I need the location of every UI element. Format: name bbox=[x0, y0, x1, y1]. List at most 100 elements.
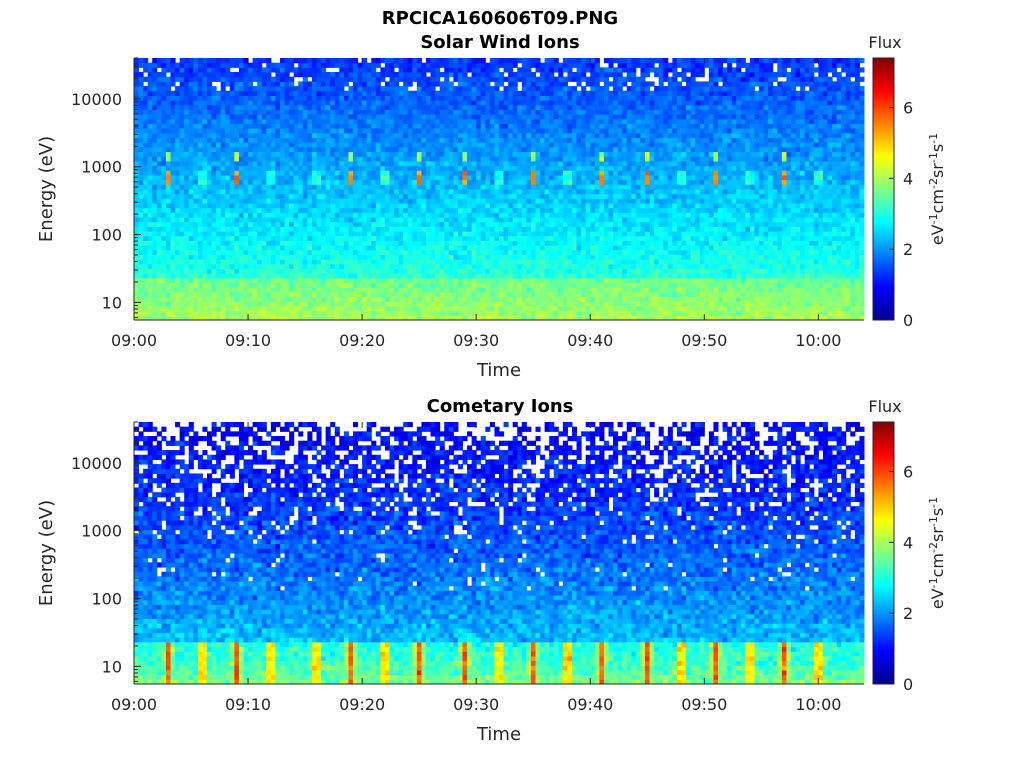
heatmap-cell bbox=[289, 170, 295, 176]
heatmap-cell bbox=[298, 203, 304, 209]
heatmap-cell bbox=[325, 226, 331, 232]
heatmap-cell bbox=[302, 226, 308, 232]
heatmap-cell bbox=[179, 86, 185, 92]
heatmap-cell bbox=[234, 118, 240, 124]
heatmap-cell bbox=[293, 282, 299, 288]
heatmap-cell bbox=[448, 203, 454, 209]
heatmap-cell bbox=[298, 189, 304, 195]
heatmap-cell bbox=[380, 146, 386, 153]
heatmap-cell bbox=[207, 72, 213, 78]
heatmap-cell bbox=[138, 58, 144, 64]
heatmap-cell bbox=[156, 58, 162, 64]
heatmap-cell bbox=[202, 249, 208, 255]
heatmap-cell bbox=[156, 146, 162, 153]
heatmap-cell bbox=[380, 268, 386, 274]
heatmap-cell bbox=[216, 263, 222, 270]
heatmap-cell bbox=[220, 170, 226, 176]
heatmap-cell bbox=[430, 95, 436, 101]
heatmap-cell bbox=[480, 67, 486, 73]
heatmap-cell bbox=[147, 189, 153, 195]
heatmap-cell bbox=[325, 277, 331, 284]
heatmap-cell bbox=[366, 291, 372, 298]
heatmap-cell bbox=[311, 174, 317, 181]
heatmap-cell bbox=[280, 273, 286, 279]
heatmap-cell bbox=[389, 174, 395, 181]
heatmap-cell bbox=[512, 273, 518, 279]
heatmap-cell bbox=[448, 132, 454, 139]
heatmap-cell bbox=[311, 235, 317, 241]
heatmap-cell bbox=[403, 86, 409, 92]
heatmap-cell bbox=[521, 263, 527, 270]
heatmap-cell bbox=[147, 184, 153, 190]
heatmap-cell bbox=[330, 62, 336, 68]
heatmap-cell bbox=[435, 221, 441, 227]
heatmap-cell bbox=[280, 282, 286, 288]
heatmap-cell bbox=[439, 207, 445, 213]
heatmap-cell bbox=[339, 263, 345, 270]
heatmap-cell bbox=[156, 310, 162, 316]
heatmap-cell bbox=[284, 165, 290, 171]
heatmap-cell bbox=[270, 104, 276, 110]
heatmap-cell bbox=[457, 165, 463, 171]
heatmap-cell bbox=[293, 235, 299, 241]
heatmap-cell bbox=[444, 72, 450, 78]
heatmap-cell bbox=[530, 151, 536, 157]
heatmap-cell bbox=[494, 240, 500, 246]
heatmap-cell bbox=[375, 296, 381, 302]
heatmap-cell bbox=[375, 128, 381, 134]
heatmap-cell bbox=[207, 160, 213, 167]
heatmap-cell bbox=[476, 118, 482, 124]
heatmap-cell bbox=[134, 291, 140, 298]
heatmap-cell bbox=[284, 217, 290, 223]
heatmap-cell bbox=[353, 305, 359, 312]
heatmap-cell bbox=[512, 282, 518, 288]
heatmap-cell bbox=[462, 142, 468, 148]
heatmap-cell bbox=[207, 287, 213, 293]
heatmap-cell bbox=[175, 287, 181, 293]
heatmap-cell bbox=[380, 151, 386, 157]
heatmap-cell bbox=[257, 203, 263, 209]
heatmap-cell bbox=[252, 259, 258, 265]
heatmap-cell bbox=[389, 203, 395, 209]
heatmap-cell bbox=[435, 231, 441, 237]
heatmap-cell bbox=[321, 263, 327, 270]
heatmap-cell bbox=[380, 282, 386, 288]
heatmap-cell bbox=[503, 62, 509, 68]
heatmap-cell bbox=[530, 72, 536, 78]
heatmap-cell bbox=[252, 95, 258, 101]
heatmap-cell bbox=[489, 301, 495, 307]
heatmap-cell bbox=[234, 301, 240, 307]
heatmap-cell bbox=[403, 310, 409, 316]
heatmap-cell bbox=[394, 203, 400, 209]
heatmap-cell bbox=[453, 165, 459, 171]
heatmap-cell bbox=[503, 67, 509, 73]
heatmap-cell bbox=[444, 254, 450, 260]
heatmap-cell bbox=[426, 231, 432, 237]
heatmap-cell bbox=[202, 231, 208, 237]
heatmap-cell bbox=[384, 198, 390, 204]
heatmap-cell bbox=[334, 189, 340, 195]
heatmap-cell bbox=[521, 184, 527, 190]
heatmap-cell bbox=[380, 231, 386, 237]
heatmap-cell bbox=[184, 287, 190, 293]
heatmap-cell bbox=[229, 160, 235, 167]
heatmap-cell bbox=[426, 240, 432, 246]
heatmap-cell bbox=[134, 67, 140, 73]
heatmap-cell bbox=[343, 72, 349, 78]
heatmap-cell bbox=[503, 184, 509, 190]
heatmap-cell bbox=[266, 146, 272, 153]
heatmap-cell bbox=[161, 174, 167, 181]
heatmap-cell bbox=[476, 240, 482, 246]
heatmap-cell bbox=[152, 128, 158, 134]
heatmap-cell bbox=[266, 315, 272, 321]
heatmap-cell bbox=[302, 310, 308, 316]
heatmap-cell bbox=[280, 81, 286, 87]
heatmap-cell bbox=[362, 160, 368, 167]
heatmap-cell bbox=[216, 305, 222, 312]
heatmap-cell bbox=[366, 170, 372, 176]
heatmap-cell bbox=[161, 160, 167, 167]
heatmap-cell bbox=[202, 132, 208, 139]
heatmap-cell bbox=[343, 100, 349, 106]
heatmap-cell bbox=[462, 104, 468, 110]
heatmap-cell bbox=[366, 287, 372, 293]
